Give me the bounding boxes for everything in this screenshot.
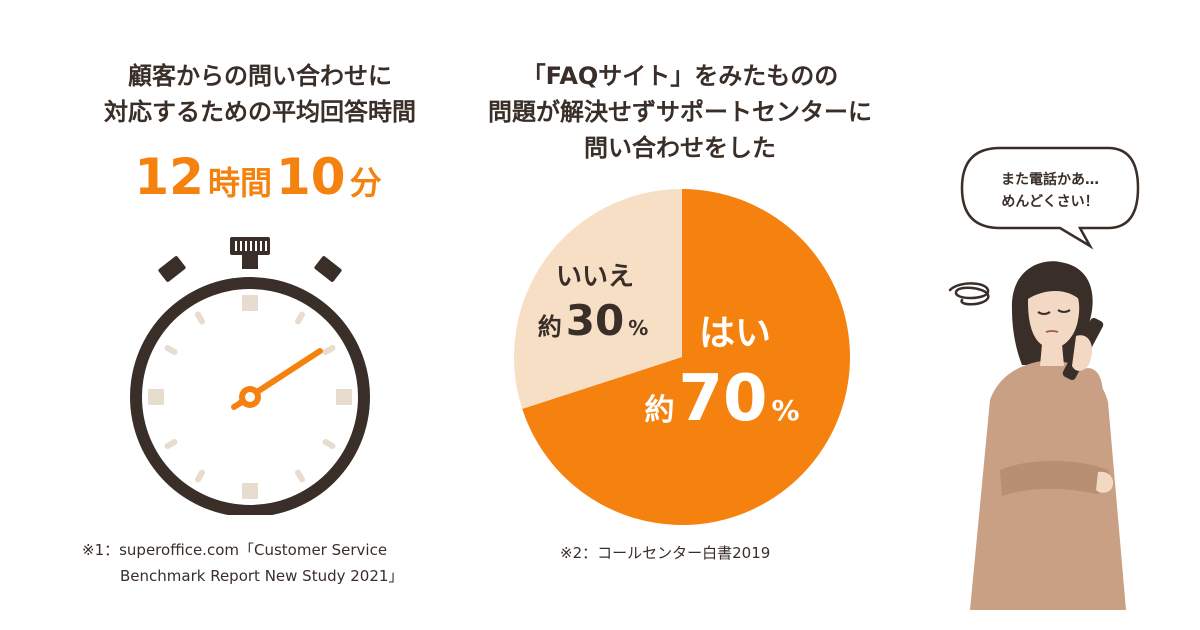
time-minutes: 10 [276,148,346,206]
pie-slice-no [514,189,682,409]
folded-arm [1000,461,1110,496]
pie-label-no: いいえ [556,262,634,292]
pie-slice-yes [522,189,850,525]
woman-on-phone-illustration: また電話かあ… めんどくさい！ [948,146,1140,610]
stopwatch-left-button [158,256,186,282]
response-time-heading-line2: 対応するための平均回答時間 [104,98,416,126]
stopwatch-right-button [314,256,342,282]
time-hours: 12 [134,148,204,206]
faq-heading: 「FAQサイト」をみたものの 問題が解決せずサポートセンターに 問い合わせをした [440,58,920,166]
faq-heading-line2: 問題が解決せずサポートセンターに [488,98,872,126]
response-time-heading: 顧客からの問い合わせに 対応するための平均回答時間 [40,58,480,130]
stopwatch-icon [130,237,370,515]
speech-bubble-line2: めんどくさい！ [1001,194,1098,210]
speech-bubble: また電話かあ… めんどくさい！ [960,146,1140,250]
source-note-1-line1: ※1：superoffice.com「Customer Service [82,541,388,559]
faq-heading-line1: 「FAQサイト」をみたものの [521,62,839,90]
source-note-2: ※2：コールセンター白書2019 [560,544,771,562]
stopwatch-ticks [148,295,352,499]
time-hours-unit: 時間 [207,164,272,202]
speech-bubble-line1: また電話かあ… [1001,171,1099,188]
source-note-1-line2: Benchmark Report New Study 2021」 [120,567,404,585]
response-time-heading-line1: 顧客からの問い合わせに [128,62,392,90]
pie-value-yes: 約70% [644,362,799,436]
source-note-1: ※1：superoffice.com「Customer Service Benc… [82,537,403,589]
time-minutes-unit: 分 [349,164,382,202]
frustration-scribble-icon [948,282,990,306]
hand [1072,335,1093,371]
faq-heading-line3: 問い合わせをした [584,134,776,162]
face [1028,277,1080,349]
pie-label-yes: はい [699,313,771,354]
average-response-time: 12 時間10 分 [40,148,480,206]
pie-value-no: 約30% [538,296,649,345]
